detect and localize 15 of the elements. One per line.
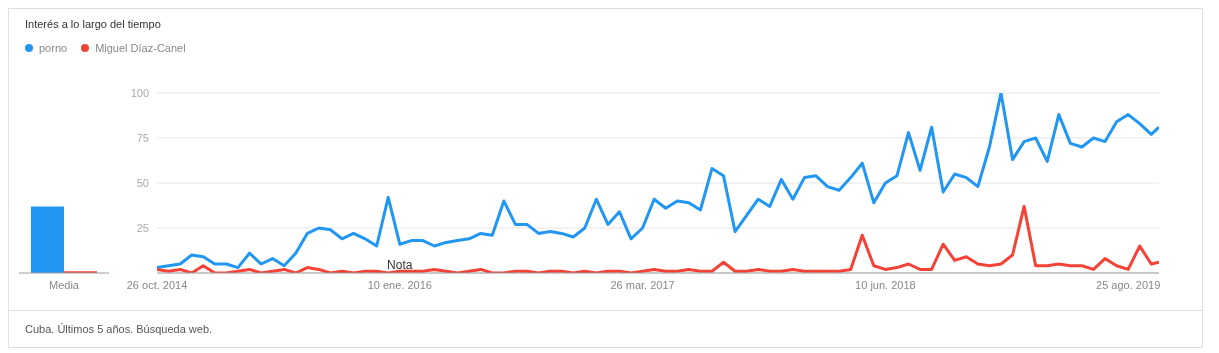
x-tick-label: 10 ene. 2016: [367, 278, 432, 291]
x-tick-label: 10 jun. 2018: [855, 278, 916, 291]
annotation: Nota: [387, 258, 413, 272]
y-tick-label: 50: [136, 176, 149, 189]
legend-label: Miguel Díaz-Canel: [94, 42, 186, 54]
text: Cuba. Últimos 5 años. Búsqueda web.: [25, 323, 213, 335]
x-tick-label: 25 ago. 2019: [1096, 278, 1161, 291]
legend-label: porno: [38, 42, 68, 54]
y-tick-label: 25: [136, 221, 149, 234]
y-tick-label: 100: [130, 86, 149, 99]
x-tick-label: 26 mar. 2017: [610, 278, 675, 291]
x-tick-label: Media: [49, 278, 80, 291]
chart-title: Interés a lo largo del tiempo: [25, 18, 161, 30]
y-tick-label: 75: [136, 131, 149, 144]
x-tick-label: 26 oct. 2014: [126, 278, 188, 291]
